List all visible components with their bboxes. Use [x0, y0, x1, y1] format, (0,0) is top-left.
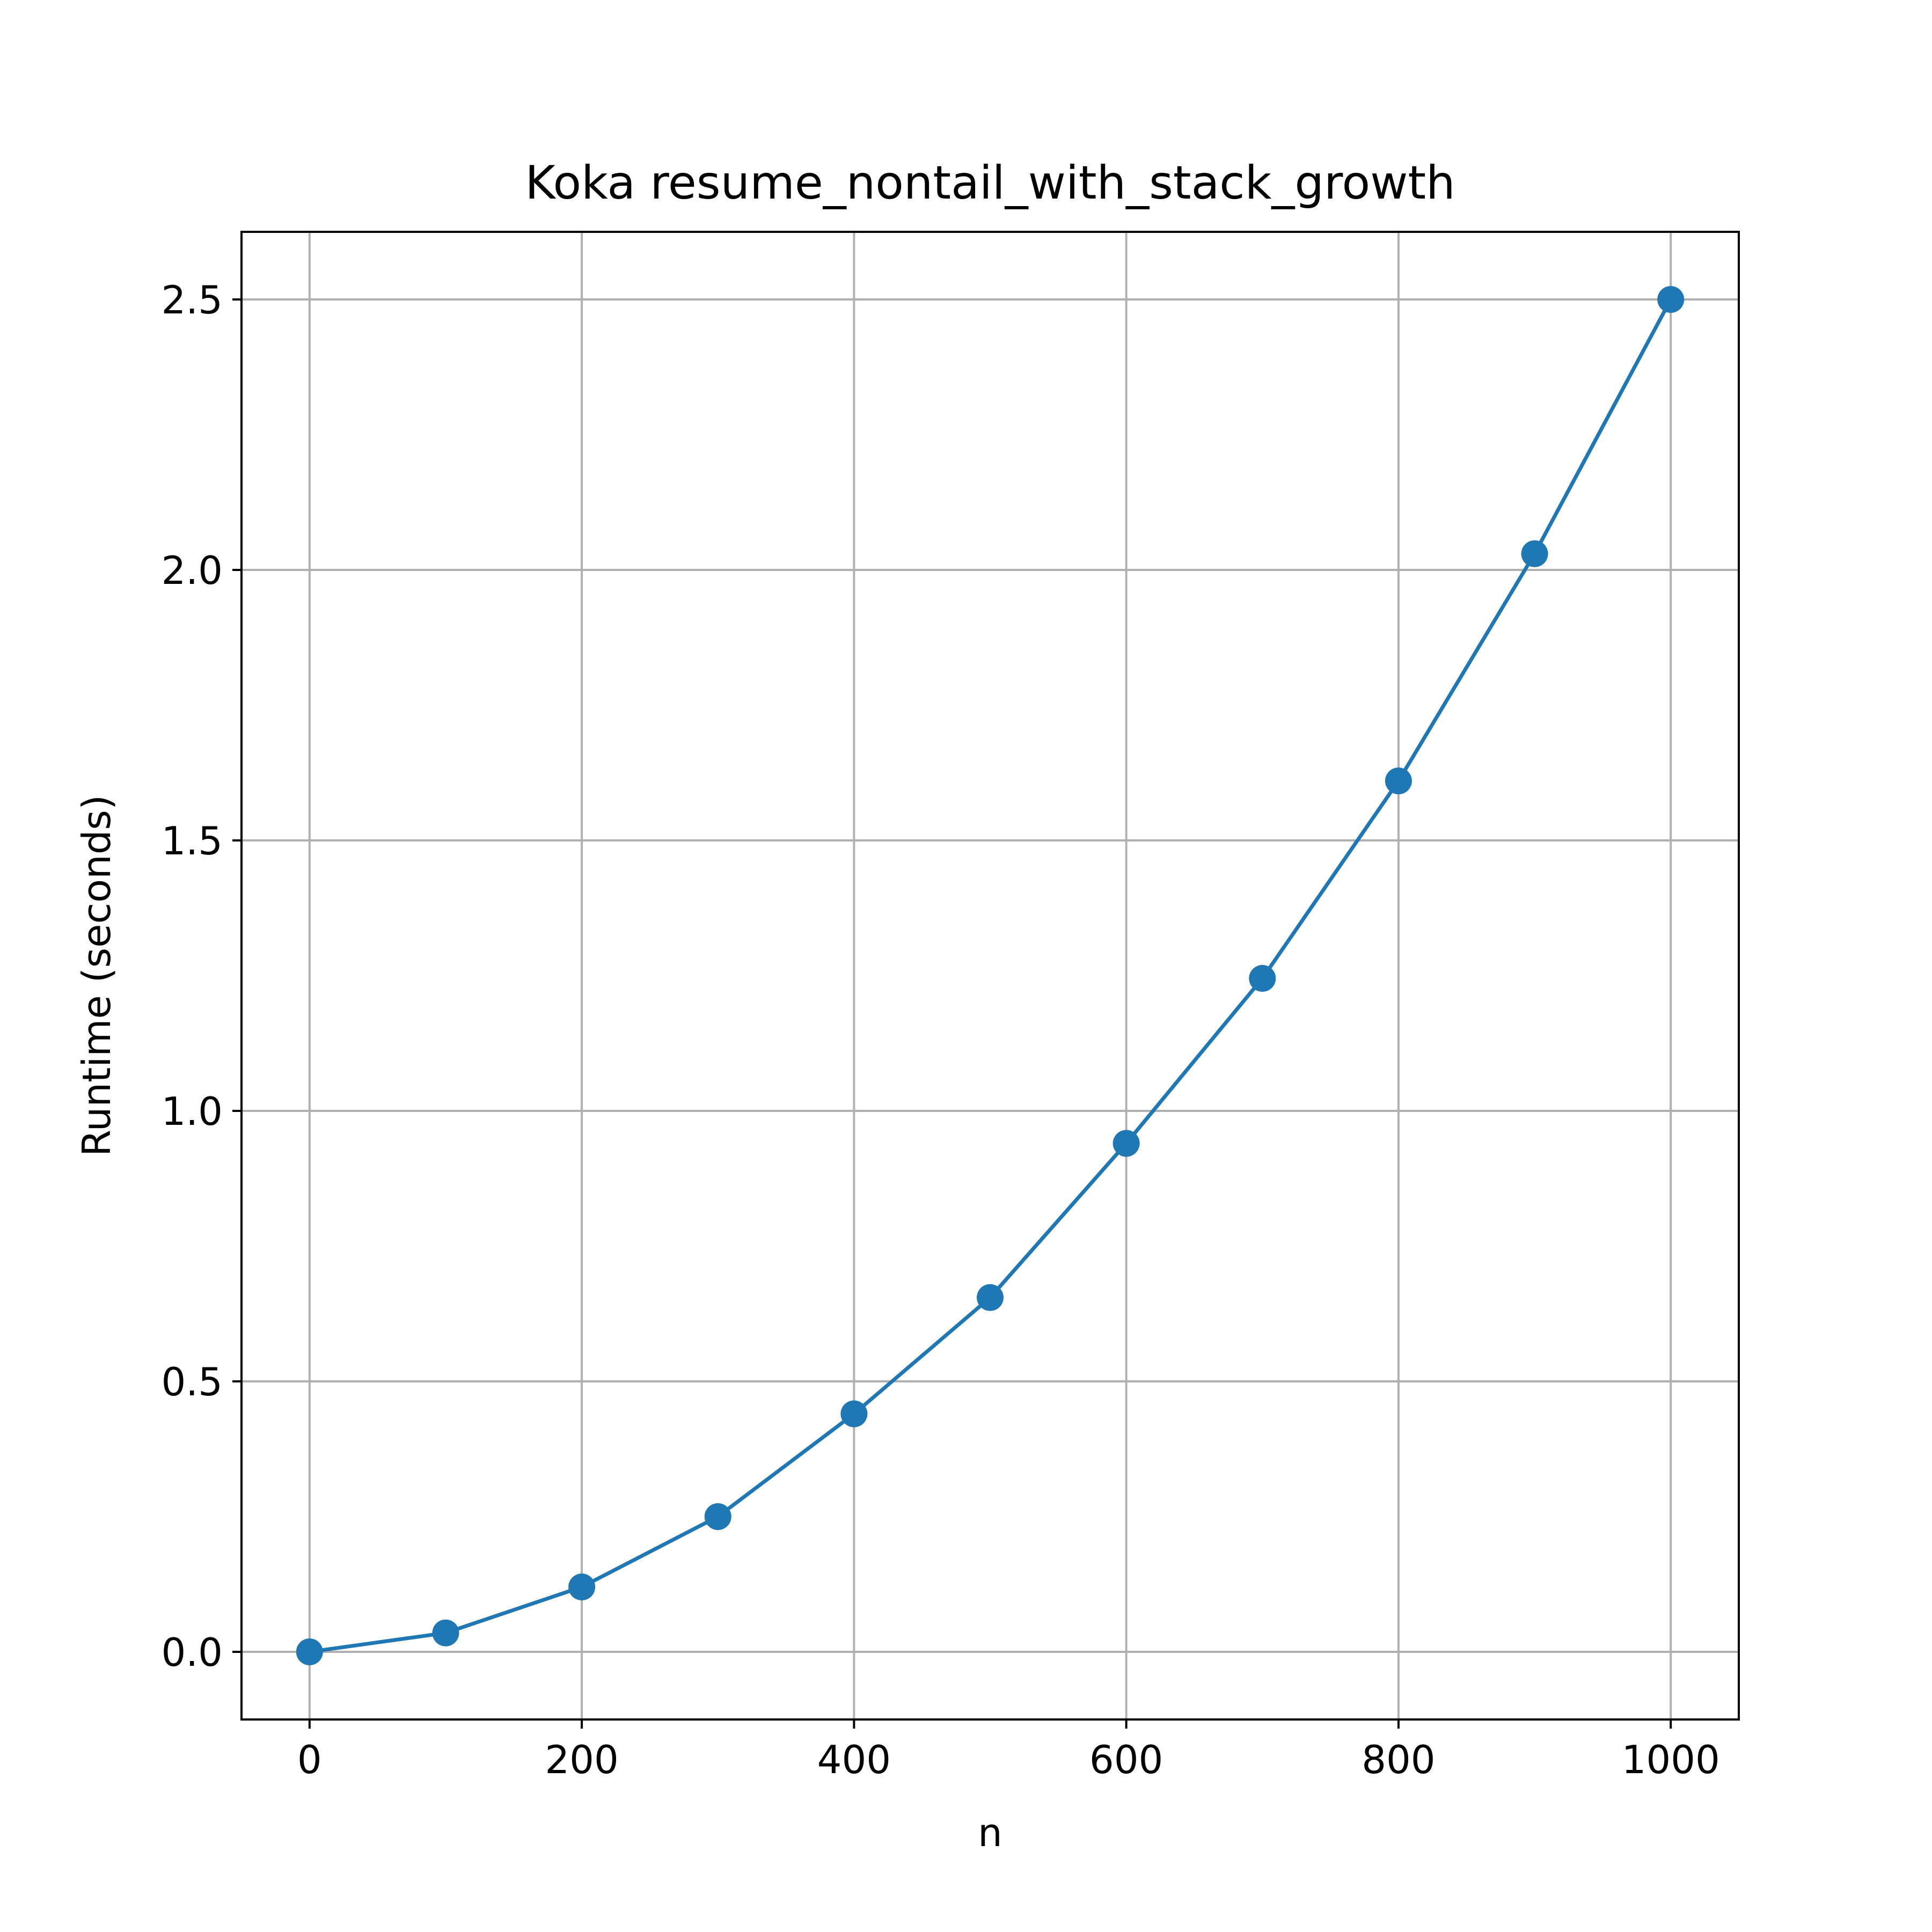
y-axis-label: Runtime (seconds): [74, 795, 119, 1157]
data-point: [1657, 286, 1685, 313]
y-tick-label: 0.5: [161, 1359, 223, 1404]
x-tick-label: 800: [1362, 1737, 1435, 1782]
data-point: [1385, 767, 1412, 795]
y-tick-label: 1.0: [161, 1089, 223, 1134]
data-point: [840, 1400, 868, 1428]
plot-frame: [240, 231, 1740, 1721]
x-tick-label: 400: [817, 1737, 891, 1782]
data-point: [432, 1619, 459, 1646]
data-point: [296, 1638, 323, 1665]
x-grid-lines: [308, 232, 1672, 1719]
x-tick-label: 600: [1089, 1737, 1163, 1782]
data-point: [977, 1284, 1004, 1311]
x-axis-ticks: 0 200 400 600 800 1000: [297, 1719, 1720, 1782]
y-tick-label: 2.5: [161, 277, 223, 323]
y-axis-ticks: 0.0 0.5 1.0 1.5 2.0 2.5: [161, 277, 241, 1675]
x-axis-label: n: [978, 1810, 1002, 1855]
x-tick-label: 200: [545, 1737, 618, 1782]
x-tick-label: 1000: [1622, 1737, 1720, 1782]
y-tick-label: 2.0: [161, 548, 223, 593]
y-tick-label: 0.0: [161, 1630, 223, 1675]
y-tick-label: 1.5: [161, 818, 223, 863]
series-layer: [296, 286, 1685, 1665]
data-point: [1113, 1130, 1140, 1157]
data-point: [1249, 965, 1276, 992]
chart-title: Koka resume_nontail_with_stack_growth: [525, 156, 1455, 210]
plot-area-background: [241, 232, 1739, 1719]
x-tick-label: 0: [297, 1737, 322, 1782]
data-point: [704, 1503, 731, 1530]
data-point: [1521, 540, 1548, 567]
y-grid-lines: [241, 298, 1739, 1653]
data-point: [568, 1574, 596, 1601]
